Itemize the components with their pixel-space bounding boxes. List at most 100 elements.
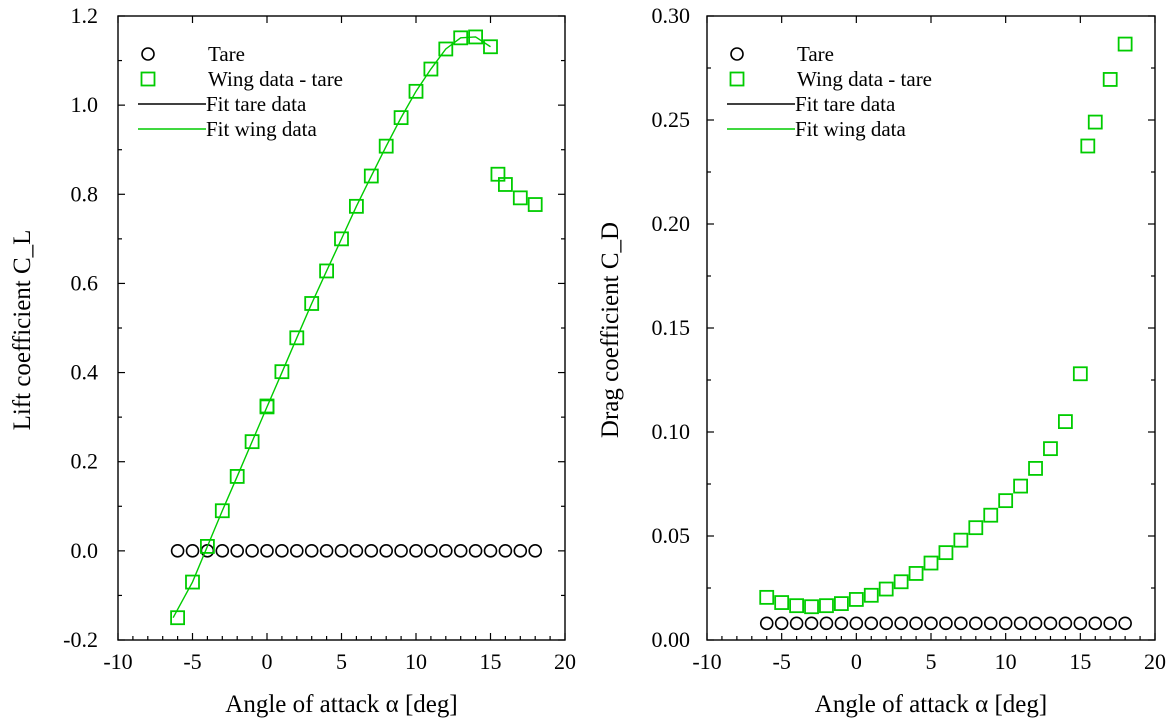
tare-point [1058, 616, 1073, 631]
y-tick-label: 0.15 [652, 315, 691, 340]
x-axis-title: Angle of attack α [deg] [225, 691, 457, 718]
wing-point [199, 539, 215, 554]
y-tick-label: 0.0 [71, 538, 99, 563]
tare-point [394, 544, 408, 558]
tare-point [849, 616, 864, 631]
x-tick-label: 5 [926, 649, 937, 674]
wing-point [789, 598, 804, 614]
y-axis-title: Lift coefficient C_L [9, 230, 36, 431]
wing-point [438, 41, 454, 57]
x-tick-label: -5 [773, 649, 791, 674]
wing-point [908, 566, 924, 581]
wing-point [923, 555, 939, 571]
tare-point [879, 616, 894, 631]
tare-point [1073, 616, 1088, 631]
x-tick-label: -10 [103, 649, 132, 674]
wing-point [304, 296, 320, 311]
tare-point [954, 616, 968, 631]
tare-point [170, 544, 185, 558]
wing-point [423, 61, 439, 77]
tare-point [230, 544, 244, 558]
x-axis-title: Angle of attack α [deg] [815, 691, 1047, 718]
x-tick-label: 20 [554, 649, 576, 674]
tare-point [349, 544, 364, 558]
wing-point [348, 198, 364, 214]
lift-chart-panel: -10 -5 0 5 10 15 20 -0.2 0.0 0.2 0.4 0.6 0.8 1.0 1.2 An… [9, 3, 576, 718]
tare-point [364, 544, 379, 558]
tare-point [1103, 616, 1117, 631]
tare-point [304, 544, 319, 558]
wing-point [259, 398, 275, 414]
wing-point [1043, 441, 1058, 457]
wing-point [893, 574, 909, 590]
wing-point [1028, 460, 1043, 476]
legend-circle-marker [141, 47, 155, 61]
wing-point [363, 168, 379, 184]
wing-point [214, 503, 230, 519]
tare-point [1088, 616, 1103, 631]
tare-point [528, 544, 543, 558]
series-circle [170, 544, 543, 558]
series-line [172, 36, 491, 619]
wing-point [1072, 366, 1088, 382]
legend-label: Wing data - tare [797, 67, 932, 91]
wing-point [408, 83, 424, 99]
x-tick-label: 0 [262, 649, 273, 674]
tare-point [513, 544, 528, 558]
plot-frame [117, 15, 566, 641]
x-tick-label: 5 [336, 649, 347, 674]
tare-point [334, 544, 349, 558]
y-tick-label: 0.30 [652, 3, 691, 28]
x-tick-label: 20 [1144, 649, 1166, 674]
tare-point [1013, 616, 1028, 631]
x-tick-label: 10 [405, 649, 427, 674]
plot-frame [706, 15, 1156, 641]
wing-point [497, 177, 513, 192]
y-tick-label: 0.2 [71, 449, 99, 474]
legend-square-marker [729, 71, 745, 87]
wing-point [863, 587, 879, 603]
wing-point [319, 263, 335, 279]
x-tick-label: -10 [692, 649, 721, 674]
tare-point [453, 544, 468, 558]
wing-point [527, 197, 543, 212]
wing-point [938, 545, 954, 561]
tare-point [864, 616, 879, 631]
x-tick-label: 15 [1069, 649, 1091, 674]
tare-point [215, 544, 230, 558]
wing-point [1117, 36, 1133, 52]
tare-point [924, 616, 938, 631]
tare-point [260, 544, 274, 558]
tare-point [438, 544, 453, 558]
wing-point [185, 574, 200, 590]
legend-label: Fit wing data [206, 117, 318, 141]
tare-point [245, 544, 259, 558]
tare-point [379, 544, 394, 558]
tare-point [409, 544, 423, 558]
legend-label: Tare [208, 42, 245, 66]
y-axis-title: Drag coefficient C_D [597, 222, 624, 438]
legend-label: Fit tare data [795, 92, 896, 116]
tare-point [834, 616, 849, 631]
y-tick-label: 0.6 [71, 270, 99, 295]
x-tick-label: 10 [995, 649, 1017, 674]
wing-point [1087, 114, 1103, 130]
tare-point [774, 616, 789, 631]
wing-point [170, 610, 186, 626]
series-square [170, 29, 543, 626]
tare-point [483, 544, 498, 558]
tare-point [275, 544, 289, 558]
wing-point [483, 39, 498, 55]
wing-point [1080, 138, 1096, 154]
tare-point [789, 616, 804, 631]
legend-label: Fit wing data [795, 117, 907, 141]
y-tick-label: 0.10 [652, 419, 691, 444]
tare-point [468, 544, 483, 558]
tare-point [819, 616, 834, 631]
tare-point [1043, 616, 1058, 631]
y-tick-label: -0.2 [63, 627, 98, 652]
x-tick-label: 0 [851, 649, 862, 674]
tare-point [424, 544, 438, 558]
wing-point [378, 138, 394, 154]
